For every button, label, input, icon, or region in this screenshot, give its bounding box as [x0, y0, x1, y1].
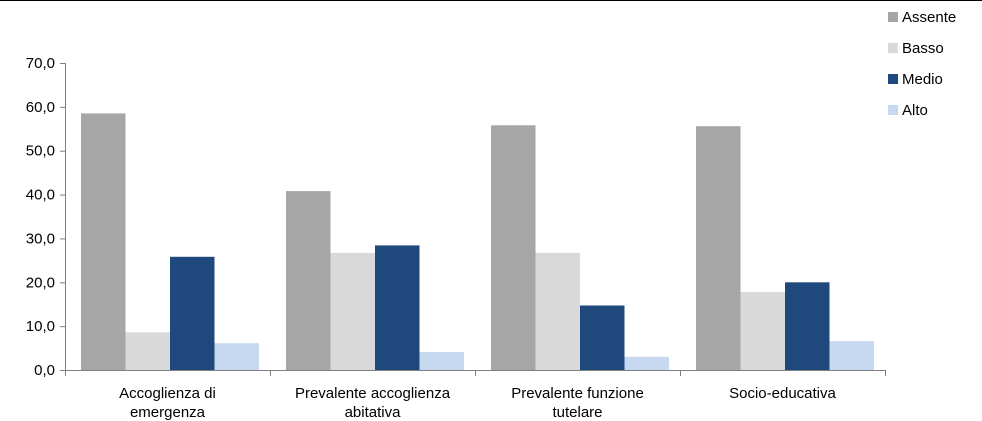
legend-label-alto: Alto — [902, 102, 928, 119]
bar-assente-1 — [286, 191, 331, 370]
legend-swatch-medio — [888, 74, 898, 84]
x-category-label: Socio-educativa — [729, 385, 836, 402]
y-tick-label: 10,0 — [26, 318, 55, 335]
x-category-label: abitativa — [345, 404, 402, 421]
bar-alto-0 — [214, 343, 259, 370]
plot-area: 0,0 10,0 20,0 30,0 40,0 50,0 60,0 70,0 Accoglien… — [26, 55, 886, 421]
bar-medio-0 — [170, 256, 215, 370]
bar-medio-1 — [375, 245, 420, 370]
y-tick-label: 0,0 — [34, 362, 55, 379]
bar-basso-0 — [125, 332, 170, 370]
bar-basso-2 — [535, 252, 580, 370]
x-category-label: Prevalente funzione — [511, 385, 644, 402]
bar-basso-3 — [740, 291, 785, 370]
x-category-label: tutelare — [552, 404, 602, 421]
y-tick-label: 30,0 — [26, 230, 55, 247]
legend-label-medio: Medio — [902, 71, 943, 88]
bar-medio-3 — [785, 282, 830, 370]
legend-swatch-alto — [888, 105, 898, 115]
bar-medio-2 — [580, 305, 625, 370]
legend-label-basso: Basso — [902, 40, 944, 57]
bar-alto-2 — [624, 356, 669, 370]
x-category-label: emergenza — [130, 404, 206, 421]
bar-alto-3 — [829, 341, 874, 370]
y-tick-label: 70,0 — [26, 55, 55, 72]
y-tick-label: 40,0 — [26, 187, 55, 204]
x-category-label: Accoglienza di — [119, 385, 216, 402]
legend-label-assente: Assente — [902, 9, 956, 26]
legend-swatch-basso — [888, 43, 898, 53]
bar-assente-3 — [696, 126, 741, 370]
x-category-label: Prevalente accoglienza — [295, 385, 451, 402]
bar-basso-1 — [330, 252, 375, 370]
y-tick-label: 50,0 — [26, 143, 55, 160]
y-tick-label: 20,0 — [26, 274, 55, 291]
bar-assente-2 — [491, 125, 536, 370]
legend-swatch-assente — [888, 12, 898, 22]
bar-assente-0 — [81, 113, 126, 371]
y-tick-label: 60,0 — [26, 99, 55, 116]
legend: Assente Basso Medio Alto — [888, 9, 956, 119]
bar-alto-1 — [419, 352, 464, 370]
